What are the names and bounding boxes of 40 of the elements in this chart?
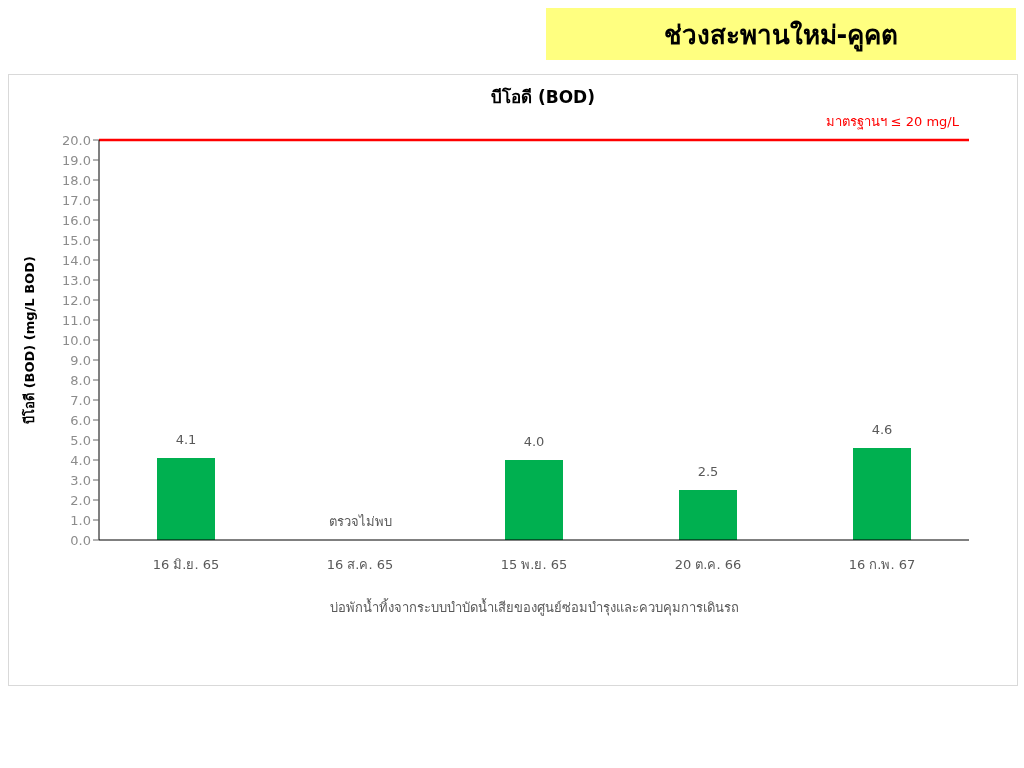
- y-tick-label: 13.0: [62, 272, 91, 288]
- y-tick-label: 10.0: [62, 332, 91, 348]
- y-tick-label: 19.0: [62, 152, 91, 168]
- y-axis-title: บีโอดี (BOD) (mg/L BOD): [20, 256, 37, 424]
- y-tick-label: 0.0: [70, 532, 91, 548]
- x-tick-label: 15 พ.ย. 65: [500, 557, 568, 573]
- y-tick-label: 2.0: [70, 492, 91, 508]
- chart-subtitle: บีโอดี (BOD): [490, 86, 596, 109]
- x-axis-title: บ่อพักน้ำทิ้งจากระบบบำบัดน้ำเสียของศูนย์ซ่อมบำรุงและควบคุมการเดินรถ: [329, 598, 739, 616]
- y-tick-label: 8.0: [70, 372, 91, 388]
- y-tick-label: 1.0: [70, 512, 91, 528]
- y-tick-label: 4.0: [70, 452, 91, 468]
- y-tick-label: 11.0: [62, 312, 91, 328]
- ref-line-label: มาตรฐานฯ ≤ 20 mg/L: [825, 114, 960, 130]
- y-tick-label: 16.0: [62, 212, 91, 228]
- y-tick-label: 5.0: [70, 432, 91, 448]
- y-tick-label: 3.0: [70, 472, 91, 488]
- bar: [157, 458, 215, 540]
- y-tick-label: 15.0: [62, 232, 91, 248]
- x-tick-label: 16 มิ.ย. 65: [152, 557, 220, 573]
- text: ตรวจไม่พบ: [328, 514, 392, 529]
- y-tick-label: 12.0: [62, 292, 91, 308]
- data-label: 4.6: [871, 422, 893, 437]
- data-label: 4.1: [175, 432, 197, 447]
- x-tick-label: 20 ต.ค. 66: [674, 557, 742, 573]
- y-tick-label: 14.0: [62, 252, 91, 268]
- data-label: 4.0: [523, 434, 545, 449]
- bar: [853, 448, 911, 540]
- y-tick-label: 7.0: [70, 392, 91, 408]
- bar: [679, 490, 737, 540]
- y-tick-label: 20.0: [62, 132, 91, 148]
- y-tick-label: 9.0: [70, 352, 91, 368]
- chart-title: ช่วงสะพานใหม่-คูคต: [546, 8, 1016, 60]
- data-label: 2.5: [697, 464, 719, 479]
- y-tick-label: 17.0: [62, 192, 91, 208]
- y-tick-label: 18.0: [62, 172, 91, 188]
- bar: [505, 460, 563, 540]
- y-tick-label: 6.0: [70, 412, 91, 428]
- x-tick-label: 16 ส.ค. 65: [326, 557, 394, 573]
- x-tick-label: 16 ก.พ. 67: [848, 557, 916, 573]
